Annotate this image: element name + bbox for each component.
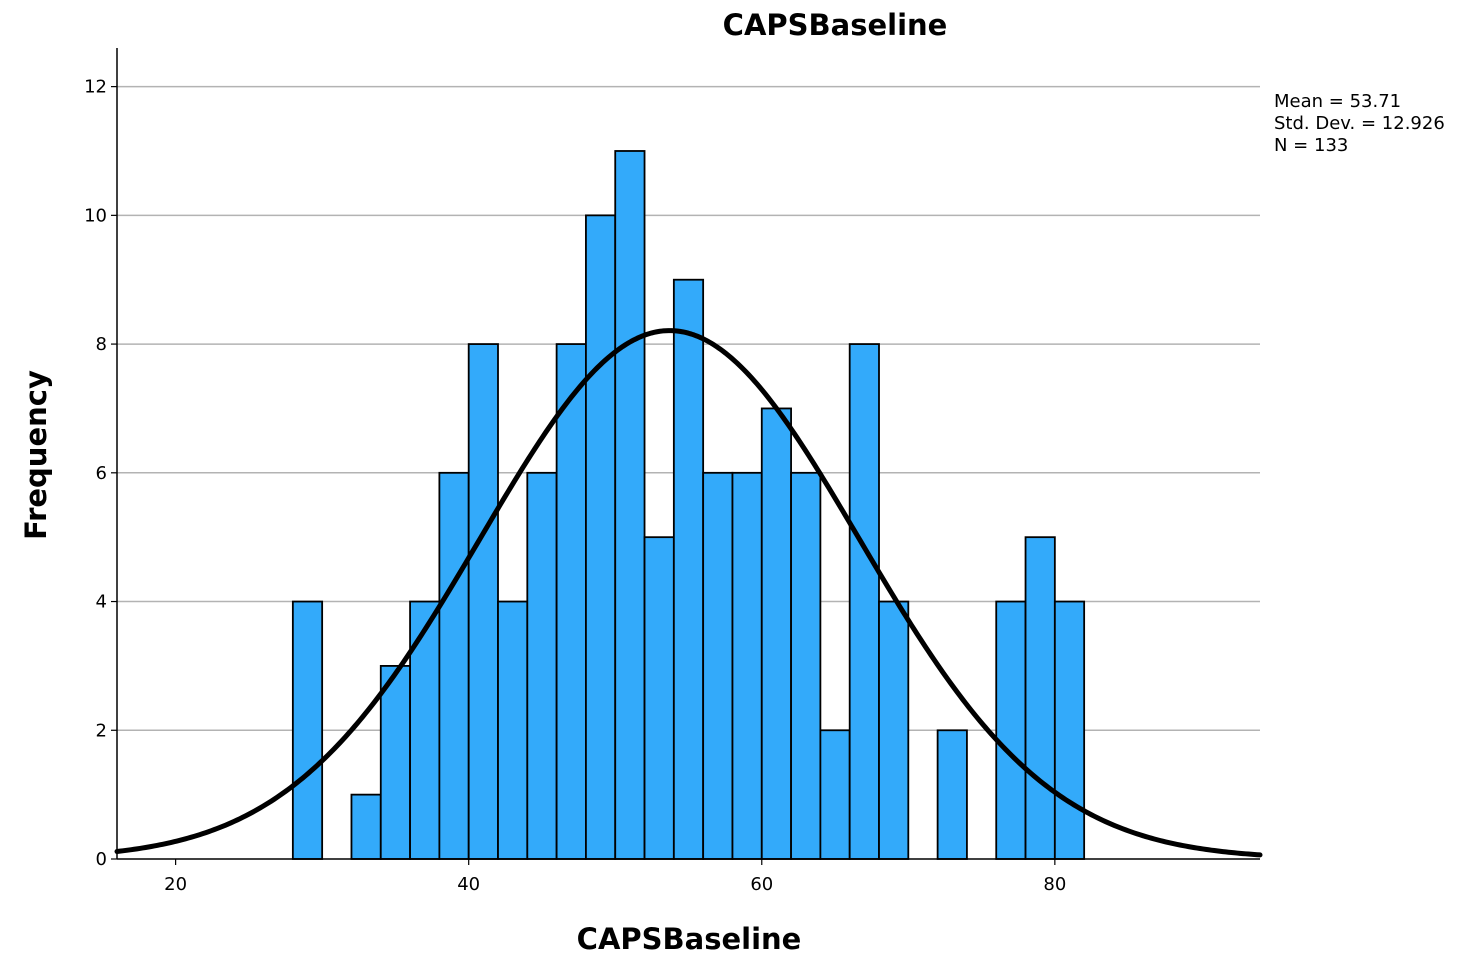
histogram-bar (848, 343, 880, 860)
histogram-bar (702, 471, 734, 860)
x-tick-label: 80 (1043, 874, 1066, 895)
histogram-bar (526, 471, 558, 860)
histogram-bar (555, 343, 587, 860)
histogram-bar (379, 665, 411, 860)
normal-curve (114, 328, 1263, 858)
stats-n: N = 133 (1274, 135, 1348, 156)
histogram-bar (731, 471, 763, 860)
x-tick-label: 60 (750, 874, 773, 895)
histogram-bar (643, 536, 675, 860)
histogram-bar (760, 407, 792, 860)
axes (116, 48, 1260, 860)
histogram-bar (438, 471, 470, 860)
y-axis-ticks: 0 2 4 6 8 10 12 (84, 77, 117, 870)
histogram-bar (585, 214, 617, 860)
histogram-bar (790, 471, 822, 860)
histogram-bar (409, 600, 441, 860)
y-tick-label: 10 (84, 205, 107, 226)
histogram-bar (1053, 600, 1086, 860)
x-axis-ticks: 20 40 60 80 (164, 859, 1066, 895)
y-tick-label: 4 (96, 592, 107, 613)
y-tick-label: 12 (84, 77, 107, 98)
histogram-bar (1024, 536, 1056, 860)
y-axis-label: Frequency (19, 370, 53, 540)
chart-title: CAPSBaseline (723, 8, 948, 42)
stats-legend: Mean = 53.71 Std. Dev. = 12.926 N = 133 (1274, 91, 1445, 156)
histogram-bar (614, 150, 646, 860)
y-tick-label: 8 (96, 334, 107, 355)
x-tick-label: 20 (164, 874, 187, 895)
stats-mean: Mean = 53.71 (1274, 91, 1401, 112)
histogram-bar (350, 793, 382, 860)
histogram-bar (819, 729, 851, 860)
y-tick-label: 6 (96, 463, 107, 484)
x-axis-label: CAPSBaseline (577, 922, 802, 956)
histogram-bar (497, 600, 529, 860)
stats-std-dev: Std. Dev. = 12.926 (1274, 113, 1445, 134)
y-tick-label: 0 (96, 849, 107, 870)
histogram-bars (291, 150, 1086, 860)
histogram-bar (878, 600, 910, 860)
x-tick-label: 40 (457, 874, 480, 895)
histogram-bar (995, 600, 1027, 860)
histogram-bar (291, 600, 324, 860)
histogram-bar (936, 729, 968, 860)
histogram-bar (467, 343, 499, 860)
histogram-bar (672, 278, 705, 860)
y-tick-label: 2 (96, 720, 107, 741)
